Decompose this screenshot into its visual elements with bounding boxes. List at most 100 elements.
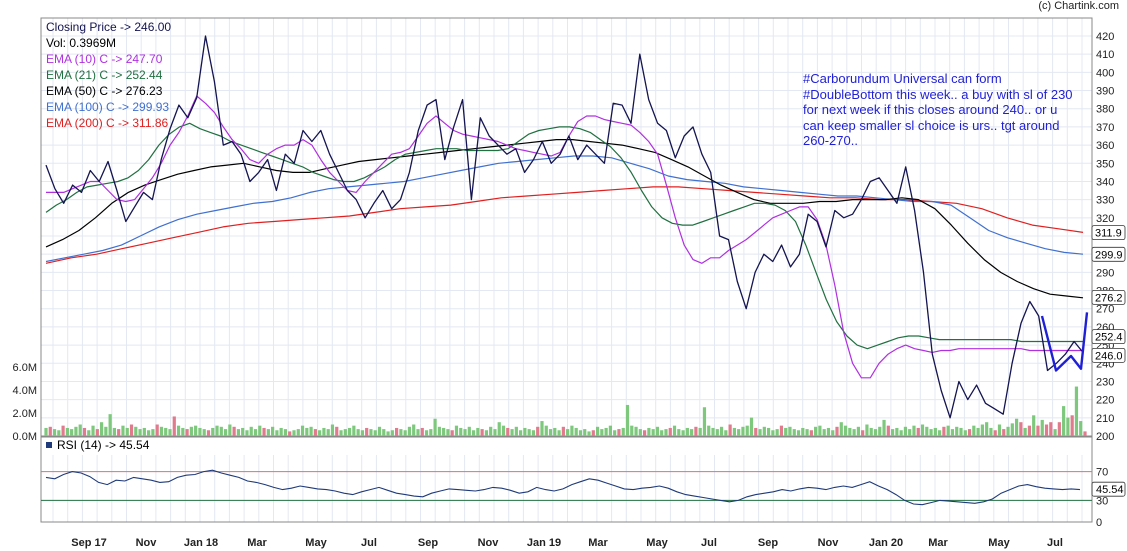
chartink-credit: (c) Chartink.com bbox=[1038, 0, 1119, 12]
volume-bar bbox=[775, 429, 779, 436]
legend: Closing Price -> 246.00 Vol: 0.3969M EMA… bbox=[46, 19, 171, 131]
volume-bar bbox=[279, 427, 283, 436]
volume-bar bbox=[835, 426, 839, 436]
rsi-last-value: 45.54 bbox=[1096, 484, 1124, 496]
volume-bar bbox=[202, 429, 206, 436]
volume-bar bbox=[728, 424, 732, 436]
volume-bar bbox=[587, 431, 591, 436]
volume-bar bbox=[147, 430, 151, 436]
volume-bar bbox=[463, 429, 467, 436]
price-tick-label: 270 bbox=[1096, 304, 1114, 316]
drawn-annotation bbox=[1040, 312, 1089, 372]
volume-bar bbox=[976, 427, 980, 436]
volume-bar bbox=[664, 429, 668, 436]
volume-bar bbox=[228, 424, 232, 436]
volume-bar bbox=[1074, 386, 1079, 436]
volume-bar bbox=[510, 429, 514, 436]
volume-bar bbox=[121, 425, 125, 436]
price-tick-label: 200 bbox=[1096, 431, 1114, 443]
volume-bar bbox=[1023, 427, 1027, 436]
volume-bar bbox=[771, 430, 775, 436]
volume-bar bbox=[608, 425, 612, 436]
volume-bar bbox=[330, 424, 335, 436]
volume-bar bbox=[305, 427, 309, 436]
volume-bar bbox=[873, 429, 878, 436]
volume-bar bbox=[95, 429, 99, 436]
last-value-label: 276.2 bbox=[1095, 292, 1123, 304]
rsi-line bbox=[45, 469, 1081, 506]
volume-bar bbox=[655, 426, 660, 436]
volume-bar bbox=[318, 430, 322, 436]
volume-bar bbox=[442, 427, 446, 436]
volume-bar bbox=[933, 427, 937, 436]
volume-bar bbox=[617, 429, 621, 436]
volume-bar bbox=[258, 425, 262, 436]
volume-bar bbox=[181, 427, 185, 436]
volume-bar bbox=[360, 430, 365, 436]
x-tick-label: Jul bbox=[1047, 537, 1063, 549]
volume-bar bbox=[967, 429, 972, 436]
x-tick-label: May bbox=[646, 537, 668, 549]
volume-bar bbox=[929, 429, 933, 436]
x-axis-labels: Sep 17 Nov Jan 18 Mar May Jul Sep Nov Jan 19 Mar M… bbox=[71, 537, 1063, 549]
volume-bar bbox=[1032, 415, 1036, 436]
volume-bar bbox=[869, 427, 873, 436]
volume-bar bbox=[762, 426, 766, 436]
volume-bar bbox=[997, 424, 1002, 436]
x-tick-label: Sep bbox=[758, 537, 778, 549]
volume-bar bbox=[365, 427, 369, 436]
volume-bar bbox=[745, 425, 749, 436]
volume-bar bbox=[946, 425, 950, 436]
volume-bar bbox=[1053, 429, 1057, 436]
volume-bar bbox=[1070, 415, 1074, 436]
rsi-tick-label: 70 bbox=[1096, 467, 1108, 479]
volume-bar bbox=[493, 429, 497, 436]
volume-bar bbox=[142, 427, 146, 436]
volume-bar bbox=[347, 427, 352, 436]
volume-bar bbox=[925, 426, 929, 436]
volume-bar bbox=[70, 429, 74, 436]
volume-bar bbox=[219, 426, 223, 436]
x-tick-label: Jan 19 bbox=[527, 537, 561, 549]
last-value-box bbox=[1091, 246, 1126, 262]
volume-bar bbox=[570, 425, 574, 436]
volume-bar bbox=[249, 426, 253, 436]
legend-ema100: EMA (100) C -> 299.93 bbox=[46, 100, 170, 114]
volume-bar bbox=[373, 430, 377, 436]
volume-bar bbox=[1040, 419, 1044, 436]
volume-bar bbox=[634, 426, 638, 436]
volume-bar bbox=[377, 426, 382, 436]
volume-bar bbox=[74, 426, 78, 436]
x-tick-label: Mar bbox=[588, 537, 608, 549]
volume-tick-label: 2.0M bbox=[13, 408, 37, 420]
volume-bar bbox=[668, 427, 672, 436]
volume-bar bbox=[908, 429, 912, 436]
volume-bar bbox=[856, 426, 860, 436]
volume-bar bbox=[1044, 424, 1049, 436]
volume-bar bbox=[112, 427, 117, 436]
volume-bar bbox=[805, 429, 809, 436]
volume-bar bbox=[561, 426, 565, 436]
volume-bar bbox=[78, 424, 82, 436]
volume-bar bbox=[737, 429, 741, 436]
volume-bar bbox=[356, 429, 360, 436]
volume-bar bbox=[702, 407, 707, 436]
volume-bar bbox=[382, 429, 386, 436]
volume-bar bbox=[916, 427, 920, 436]
rsi-legend-square bbox=[46, 442, 52, 448]
volume-bar bbox=[519, 430, 523, 436]
volume-bar bbox=[625, 404, 630, 436]
volume-bar bbox=[553, 427, 557, 436]
volume-bar bbox=[972, 425, 976, 436]
volume-bar bbox=[843, 425, 848, 436]
x-tick-label: Nov bbox=[136, 537, 158, 549]
volume-bar bbox=[724, 430, 728, 436]
volume-bar bbox=[99, 422, 104, 436]
volume-bar bbox=[878, 426, 882, 436]
x-tick-label: May bbox=[988, 537, 1010, 549]
volume-bar bbox=[886, 425, 890, 436]
volume-bar bbox=[865, 424, 869, 436]
volume-bar bbox=[450, 430, 454, 436]
volume-bar bbox=[283, 429, 288, 436]
